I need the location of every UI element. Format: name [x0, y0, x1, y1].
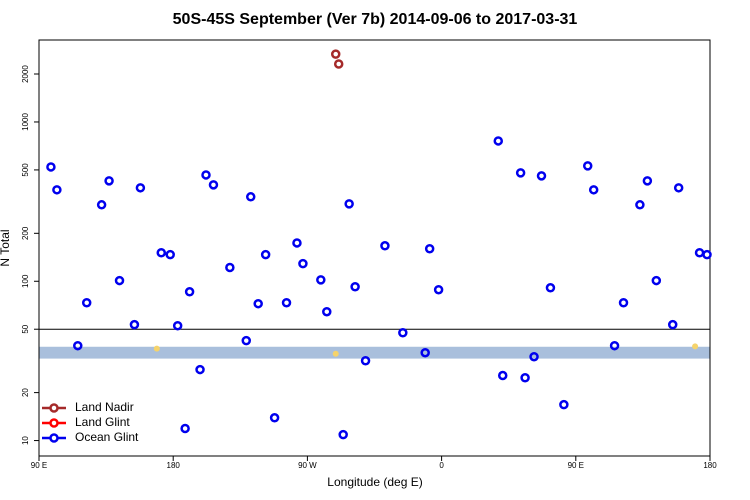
data-point: [582, 161, 593, 171]
x-tick-label: 180: [703, 461, 717, 470]
data-point: [73, 340, 83, 351]
x-tick-label: 0: [439, 461, 444, 470]
data-point: [165, 249, 175, 260]
data-point: [380, 241, 390, 251]
y-tick-label: 200: [21, 226, 30, 240]
data-point: [225, 262, 235, 273]
y-tick-label: 500: [21, 163, 30, 177]
y-tick-label: 10: [21, 436, 30, 445]
data-point: [241, 335, 252, 346]
data-point: [515, 168, 526, 178]
data-point: [588, 185, 599, 195]
data-point: [529, 351, 539, 362]
data-point: [344, 199, 354, 209]
data-point: [497, 370, 508, 381]
data-point: [104, 176, 114, 186]
plot-frame: [38, 39, 711, 457]
data-point: [253, 298, 263, 309]
data-point: [642, 176, 653, 186]
data-point: [338, 429, 348, 440]
x-tick-label: 90 E: [31, 461, 47, 470]
data-point: [702, 249, 712, 260]
x-axis-label: Longitude (deg E): [327, 475, 422, 489]
data-point: [156, 248, 167, 258]
data-point: [269, 413, 280, 423]
data-point: [333, 59, 344, 69]
data-point: [350, 281, 360, 292]
y-tick-label: 50: [21, 324, 30, 333]
x-tick-label: 90 E: [568, 461, 584, 470]
y-tick-label: 100: [21, 274, 30, 288]
data-point: [536, 171, 547, 181]
y-tick-label: 2000: [21, 65, 30, 83]
data-point: [114, 275, 125, 286]
y-tick-label: 1000: [21, 113, 30, 131]
data-point: [172, 320, 183, 331]
data-point: [651, 275, 662, 286]
highlight-point: [332, 350, 339, 357]
data-point: [180, 423, 190, 434]
y-axis-label: N Total: [0, 229, 12, 266]
data-point: [398, 328, 408, 338]
data-point: [609, 340, 620, 351]
highlight-point: [153, 345, 160, 352]
data-point: [618, 298, 629, 308]
data-point: [292, 238, 302, 248]
legend-marker: [49, 418, 59, 428]
data-point: [420, 347, 430, 358]
legend-marker: [49, 403, 59, 413]
data-point: [433, 284, 444, 295]
data-point: [322, 306, 332, 317]
data-point: [46, 162, 56, 172]
data-point: [667, 319, 678, 330]
data-point: [330, 49, 341, 59]
data-point: [493, 136, 504, 146]
legend-label: Ocean Glint: [75, 430, 139, 444]
data-point: [635, 200, 645, 210]
legend-marker: [49, 433, 59, 443]
data-point: [208, 180, 219, 190]
data-point: [184, 287, 195, 297]
data-point: [545, 283, 556, 293]
data-point: [81, 298, 92, 308]
data-point: [96, 200, 107, 210]
data-point: [694, 248, 705, 258]
chart-title: 50S-45S September (Ver 7b) 2014-09-06 to…: [173, 11, 578, 28]
data-point: [559, 399, 569, 410]
data-point: [520, 372, 530, 383]
x-tick-label: 180: [167, 461, 181, 470]
data-point: [135, 183, 146, 193]
data-point: [245, 192, 256, 202]
y-tick-label: 20: [21, 388, 30, 397]
data-point: [298, 258, 308, 269]
x-tick-label: 90 W: [298, 461, 317, 470]
highlight-point: [692, 343, 699, 350]
data-point: [316, 275, 326, 285]
data-point: [129, 319, 140, 330]
data-point: [281, 298, 292, 308]
data-point: [52, 185, 62, 195]
legend-label: Land Glint: [75, 415, 130, 429]
legend-label: Land Nadir: [75, 400, 134, 414]
data-point: [195, 364, 205, 375]
data-point: [360, 355, 371, 366]
band: [39, 346, 710, 359]
data-point: [424, 243, 435, 254]
data-point: [673, 183, 684, 193]
data-point: [260, 249, 271, 260]
data-point: [201, 170, 211, 180]
